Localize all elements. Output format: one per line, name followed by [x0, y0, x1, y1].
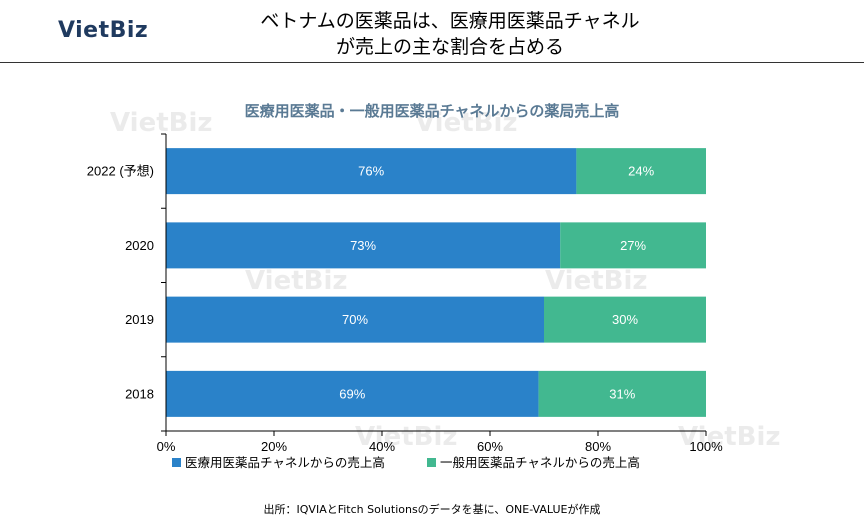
slide-header: VietBiz ベトナムの医薬品は、医療用医薬品チャネル が売上の主な割合を占め… — [0, 0, 864, 66]
data-label: 24% — [628, 164, 654, 179]
y-tick-label: 2019 — [125, 312, 154, 327]
data-label: 73% — [350, 238, 376, 253]
header-divider — [0, 62, 864, 63]
x-tick-label: 100% — [689, 439, 723, 454]
watermark: VietBiz — [245, 266, 348, 296]
data-label: 31% — [609, 386, 635, 401]
watermark: VietBiz — [545, 266, 648, 296]
watermark: VietBiz — [415, 108, 518, 138]
source-note: 出所：IQVIAとFitch Solutionsのデータを基に、ONE-VALU… — [263, 503, 601, 516]
chart-title: 医療用医薬品・一般用医薬品チャネルからの薬局売上高 — [244, 102, 620, 120]
data-label: 70% — [342, 312, 368, 327]
x-tick-label: 20% — [261, 439, 287, 454]
data-label: 27% — [620, 238, 646, 253]
x-tick-label: 40% — [369, 439, 395, 454]
data-label: 69% — [339, 386, 365, 401]
bar-segment — [166, 222, 561, 269]
data-label: 76% — [358, 164, 384, 179]
slide-title: ベトナムの医薬品は、医療用医薬品チャネル が売上の主な割合を占める — [190, 8, 710, 60]
bar-segment — [560, 222, 706, 269]
y-tick-label: 2022 (予想) — [87, 164, 154, 179]
x-tick-label: 60% — [477, 439, 503, 454]
x-tick-label: 0% — [157, 439, 176, 454]
legend-label: 医療用医薬品チャネルからの売上高 — [185, 455, 385, 470]
slide-title-line-1: ベトナムの医薬品は、医療用医薬品チャネル — [260, 10, 640, 32]
y-tick-label: 2020 — [125, 238, 154, 253]
bar-segment — [576, 148, 706, 195]
bar-segment — [166, 148, 577, 195]
legend-label: 一般用医薬品チャネルからの売上高 — [440, 455, 640, 470]
bar-segment — [166, 370, 539, 417]
bar-segment — [544, 296, 706, 343]
legend-swatch — [172, 458, 181, 467]
watermark: VietBiz — [355, 422, 458, 452]
legend-swatch — [427, 458, 436, 467]
watermark: VietBiz — [678, 422, 781, 452]
y-tick-label: 2018 — [125, 386, 154, 401]
x-tick-label: 80% — [585, 439, 611, 454]
bar-segment — [538, 370, 706, 417]
bar-segment — [166, 296, 544, 343]
watermark: VietBiz — [110, 108, 213, 138]
vietbiz-logo: VietBiz — [58, 18, 149, 43]
slide-title-line-2: が売上の主な割合を占める — [335, 36, 564, 58]
data-label: 30% — [612, 312, 638, 327]
